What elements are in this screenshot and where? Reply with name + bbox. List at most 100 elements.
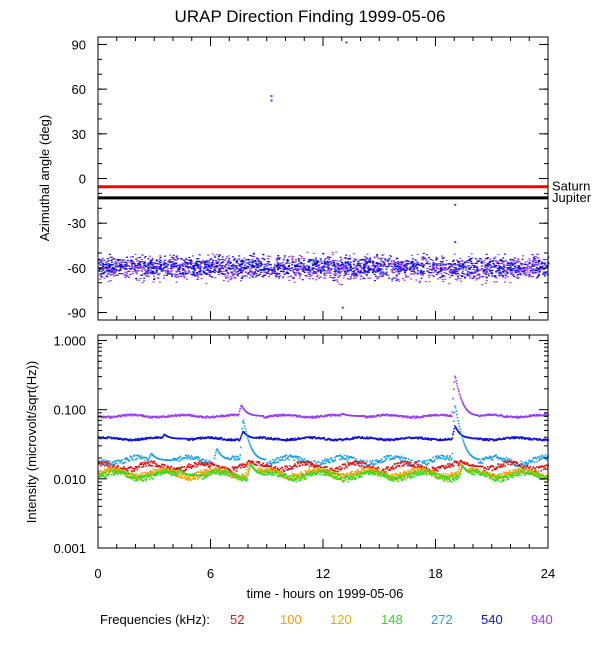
intensity-point [211,416,213,419]
azimuth-point [312,271,315,274]
azimuth-point [118,270,121,272]
intensity-point [225,415,227,417]
intensity-point [184,413,186,416]
azimuth-point [420,273,422,276]
azimuth-point [435,259,438,261]
azimuth-point [146,270,149,272]
azimuth-point [236,267,239,269]
azimuth-point [186,262,188,264]
intensity-point [237,456,240,458]
azimuth-point [457,260,459,262]
intensity-point [291,437,294,440]
intensity-point [201,458,204,461]
azimuth-point [244,264,247,266]
intensity-point [175,459,178,461]
azimuth-point [141,281,144,284]
intensity-point [323,460,326,462]
azimuth-point [245,259,247,261]
azimuth-point [254,260,257,262]
intensity-point [515,465,517,468]
intensity-point [161,436,164,439]
azimuth-point [516,268,519,270]
intensity-point [234,439,237,441]
intensity-point [323,462,325,465]
azimuth-point [309,269,312,271]
azimuth-point [154,262,156,264]
azimuth-point [311,268,314,270]
intensity-point [400,457,402,459]
intensity-point [197,458,199,461]
azimuth-point [516,265,519,267]
azimuth-point [368,268,371,270]
azimuth-point [405,276,407,278]
azimuth-point [484,269,487,271]
intensity-point [305,415,308,418]
azimuth-point [159,259,162,261]
azimuth-point [220,272,223,274]
azimuth-point [357,262,360,264]
azimuth-point [359,270,362,272]
intensity-point [173,457,175,460]
azimuth-point [537,267,540,270]
azimuth-point [111,264,114,266]
azimuth-point [467,262,470,264]
azimuth-point [472,262,475,265]
azimuth-point [387,264,390,266]
azimuth-point [539,267,542,269]
azimuth-point [410,278,412,280]
intensity-point [220,414,223,417]
azimuth-point [331,254,334,256]
azimuth-point [115,263,118,265]
azimuth-point [467,256,470,258]
azimuth-point [456,259,459,261]
azimuth-point [247,263,250,265]
intensity-point [105,464,107,466]
azimuth-point [439,270,442,272]
intensity-point [378,439,380,441]
azimuth-point [410,261,413,263]
azimuth-point [147,267,149,269]
azimuth-point [156,263,159,265]
intensity-point [382,413,384,416]
azimuth-point [131,271,134,273]
intensity-point [119,414,121,416]
azimuth-point [280,263,283,265]
azimuth-point [537,257,540,259]
intensity-point [123,437,126,440]
azimuth-point [142,265,145,267]
intensity-point [459,428,461,430]
azimuth-point [106,258,109,260]
intensity-point [399,459,402,461]
azimuth-point [198,254,201,256]
intensity-point [290,439,293,441]
azimuth-point [401,269,404,271]
azimuth-point [541,265,544,267]
azimuth-point [412,263,415,265]
azimuth-point [355,273,358,275]
azimuth-point [399,261,402,263]
intensity-point [187,413,189,416]
azimuth-point [286,269,289,271]
azimuth-point [112,268,114,270]
azimuth-point [102,269,105,271]
intensity-point [452,397,454,400]
azimuth-point [145,271,148,273]
azimuth-point [266,255,269,257]
azimuth-point [382,261,385,263]
azimuth-point [513,276,516,278]
azimuth-point [407,276,410,278]
azimuth-point [328,272,331,274]
intensity-point [439,438,441,440]
azimuth-point [105,261,108,263]
azimuth-point [188,266,191,268]
intensity-point [143,456,146,459]
azimuth-point [409,273,412,275]
azimuth-point [337,270,340,273]
azimuth-point [413,268,416,270]
azimuth-point [353,253,356,255]
intensity-point [535,438,537,440]
azimuth-point [316,268,319,270]
azimuth-point [148,255,151,257]
azimuth-point [298,275,301,277]
azimuth-point [149,266,152,268]
